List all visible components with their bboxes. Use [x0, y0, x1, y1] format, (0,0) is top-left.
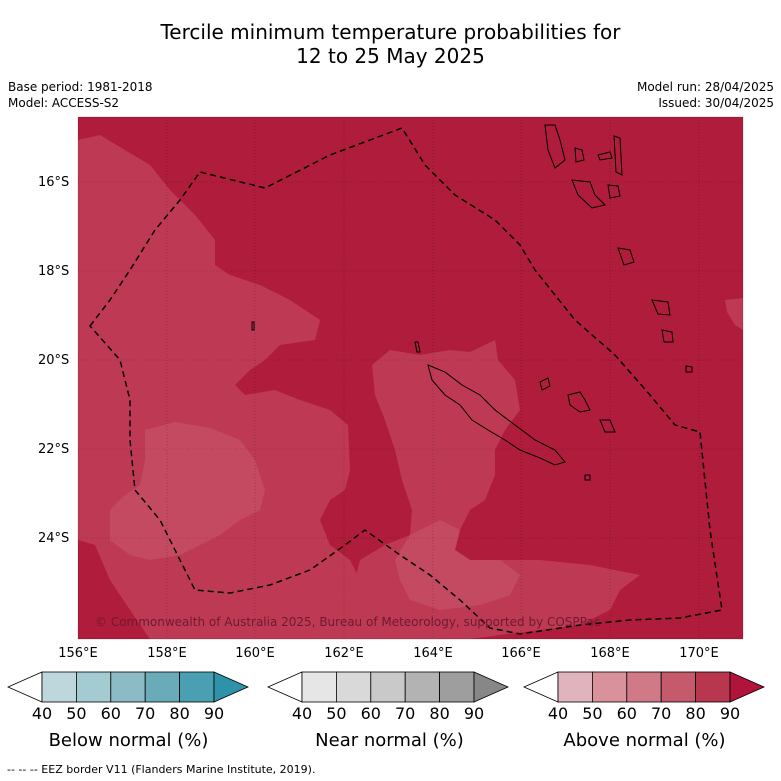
- title-line-2: 12 to 25 May 2025: [296, 44, 485, 68]
- map-area: [78, 117, 743, 639]
- colorbar-near-tick-label: 50: [326, 704, 347, 723]
- small-islands: [251, 321, 591, 481]
- issued-label: Issued: 30/04/2025: [658, 96, 774, 110]
- colorbar-below-tick-label: 40: [31, 704, 53, 723]
- colorbar-above-segment: [660, 671, 697, 703]
- colorbar-near-tick-label: 60: [360, 704, 381, 723]
- colorbar-above-tick-label: 70: [651, 704, 672, 723]
- colorbar-near-tick-label: 40: [291, 704, 313, 723]
- colorbar-below-segment: [179, 671, 215, 703]
- probability-region-east: [725, 298, 743, 330]
- lon-label-170e: 170°E: [679, 646, 719, 661]
- colorbar-title-near: Near normal (%): [315, 730, 464, 751]
- copyright-text: © Commonwealth of Australia 2025, Bureau…: [95, 615, 600, 629]
- meta-right: Model run: 28/04/2025 Issued: 30/04/2025: [637, 79, 774, 111]
- title-line-1: Tercile minimum temperature probabilitie…: [160, 20, 621, 44]
- lat-label-18s: 18°S: [38, 264, 70, 279]
- model-run-label: Model run: 28/04/2025: [636, 80, 774, 94]
- colorbar-title-below: Below normal (%): [48, 730, 209, 751]
- colorbar-above-tick-label: 90: [719, 704, 741, 723]
- lat-label-20s: 20°S: [38, 353, 70, 368]
- colorbar-group: [7, 671, 765, 703]
- vanuatu-islands: [544, 124, 693, 373]
- lon-label-162e: 162°E: [324, 646, 364, 661]
- colorbar-above-tick-label: 40: [547, 704, 569, 723]
- model-label: Model: ACCESS-S2: [8, 96, 120, 110]
- lon-label-166e: 166°E: [501, 646, 541, 661]
- eez-legend-footer: -- -- -- EEZ border V11 (Flanders Marine…: [7, 763, 316, 776]
- colorbar-below-tick-label: 90: [203, 704, 225, 723]
- colorbar-below-segment: [76, 671, 112, 703]
- colorbar-below-tick-label: 60: [100, 704, 121, 723]
- lon-label-168e: 168°E: [590, 646, 630, 661]
- probability-region-west-light: [110, 422, 265, 560]
- colorbar-near-segment: [370, 671, 406, 703]
- lat-label-24s: 24°S: [38, 531, 70, 546]
- colorbar-below-tick-label: 50: [66, 704, 87, 723]
- lon-label-158e: 158°E: [147, 646, 187, 661]
- colorbar-above-segment: [592, 671, 628, 703]
- colorbar-above-segment: [626, 671, 662, 703]
- colorbar-above-tick-label: 60: [616, 704, 637, 723]
- colorbar-below-tick-label: 80: [169, 704, 190, 723]
- colorbar-below-segment: [41, 671, 77, 703]
- colorbar-near-tick-label: 70: [395, 704, 416, 723]
- colorbar-near-tick-label: 90: [463, 704, 485, 723]
- new-caledonia-island: [427, 364, 566, 466]
- graticule: [78, 117, 743, 639]
- lon-label-156e: 156°E: [58, 646, 98, 661]
- colorbar-near-segment: [439, 671, 475, 703]
- colorbar-above-segment: [557, 671, 593, 703]
- colorbar-near-tick-label: 80: [429, 704, 450, 723]
- eez-border: [89, 127, 723, 635]
- loyalty-islands: [539, 377, 616, 433]
- colorbar-below-max-arrow: [213, 671, 249, 703]
- colorbar-below-segment: [110, 671, 146, 703]
- colorbar-above-max-arrow: [729, 671, 765, 703]
- probability-region-central-light: [395, 520, 520, 610]
- colorbar-above-min-arrow: [523, 671, 559, 703]
- lon-label-160e: 160°E: [235, 646, 275, 661]
- colorbar-below-tick-label: 70: [135, 704, 156, 723]
- lat-label-22s: 22°S: [38, 442, 70, 457]
- lon-label-164e: 164°E: [413, 646, 453, 661]
- colorbar-above-segment: [695, 671, 731, 703]
- map-frame: [77, 116, 744, 640]
- colorbar-below-segment: [144, 671, 180, 703]
- colorbar-above-tick-label: 50: [582, 704, 603, 723]
- probability-region-south: [78, 540, 150, 639]
- colorbar-near-segment: [404, 671, 441, 703]
- colorbar-below-min-arrow: [7, 671, 43, 703]
- lat-label-16s: 16°S: [38, 175, 70, 190]
- base-period-label: Base period: 1981-2018: [8, 80, 153, 94]
- chart-title: Tercile minimum temperature probabilitie…: [0, 20, 781, 68]
- meta-left: Base period: 1981-2018 Model: ACCESS-S2: [8, 79, 153, 111]
- colorbar-near-segment: [301, 671, 337, 703]
- colorbar-near-segment: [335, 671, 372, 703]
- colorbar-title-above: Above normal (%): [563, 730, 726, 751]
- colorbar-near-max-arrow: [473, 671, 509, 703]
- colorbar-near-min-arrow: [267, 671, 303, 703]
- colorbar-above-tick-label: 80: [685, 704, 706, 723]
